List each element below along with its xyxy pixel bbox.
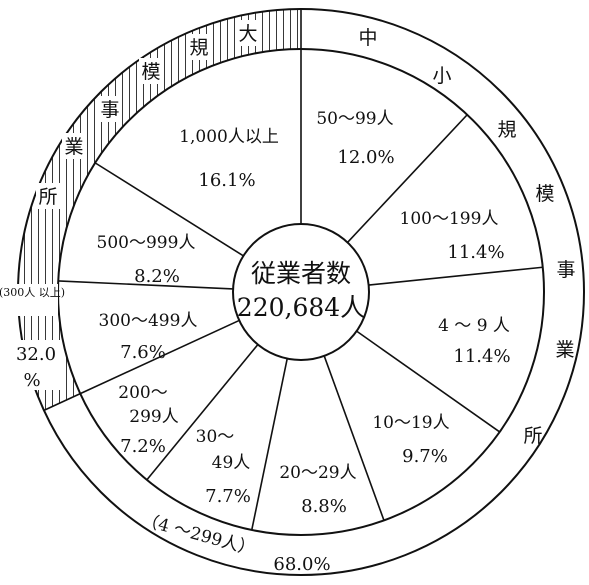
ring-char-box [62, 133, 86, 159]
ring-char: 規 [189, 37, 208, 59]
ring-char-box [139, 58, 163, 84]
share-box [12, 340, 60, 390]
slice-label-200-299-line2: 299人 [129, 407, 178, 427]
ring-char: 模 [141, 61, 160, 83]
slice-label-200-299-line1: 200〜 [118, 383, 167, 403]
ring-char-box [236, 20, 260, 46]
slice-boundary-line [94, 162, 244, 257]
group-divider-line [43, 392, 81, 412]
ring-char: 大 [238, 23, 257, 45]
ring-char: 規 [497, 119, 516, 141]
slice-value-30-49: 7.7% [205, 486, 251, 507]
slice-label-50-99: 50〜99人 [316, 109, 393, 129]
slice-label-500-999: 500〜999人 [97, 233, 196, 253]
slice-value-1000-plus: 16.1% [198, 170, 255, 191]
center-total: 220,684人 [237, 293, 365, 322]
ring-char: 小 [432, 65, 451, 87]
slice-value-100-199: 11.4% [447, 242, 504, 263]
small-medium-share: 68.0% [273, 554, 330, 575]
slice-boundary-line [58, 280, 234, 290]
ring-char: 所 [38, 186, 57, 208]
slice-label-100-199: 100〜199人 [400, 209, 499, 229]
ring-char: 事 [100, 99, 119, 121]
large-share-value: 32.0 [16, 344, 56, 365]
ring-char-box [36, 183, 60, 209]
slice-value-10-19: 9.7% [402, 446, 448, 467]
slice-boundary-line [356, 330, 501, 433]
ring-char-box [187, 34, 211, 60]
slice-boundary-line [146, 344, 259, 481]
slice-label-4-9: 4 〜 9 人 [438, 316, 510, 336]
slice-value-200-299: 7.2% [120, 436, 166, 457]
group-dividers [43, 9, 302, 412]
center-circle [232, 223, 370, 361]
slice-value-20-29: 8.8% [301, 496, 347, 517]
slice-boundary-line [79, 319, 240, 395]
slice-value-300-499: 7.6% [120, 342, 166, 363]
slice-labels: 50〜99人 12.0% 100〜199人 11.4% 4 〜 9 人 11.4… [97, 109, 511, 517]
ring-char: 所 [523, 425, 542, 447]
slice-value-4-9: 11.4% [453, 346, 510, 367]
slice-label-20-29: 20〜29人 [279, 463, 356, 483]
slice-boundary-line [250, 358, 289, 531]
ring-char: 業 [64, 136, 83, 158]
slice-value-500-999: 8.2% [134, 266, 180, 287]
slice-value-50-99: 12.0% [337, 147, 394, 168]
ring-char: 業 [555, 339, 574, 361]
slice-boundary-line [323, 355, 385, 521]
large-range-note: (300人 以上) [0, 286, 65, 299]
range-note-box [6, 284, 58, 316]
slice-boundary-line [346, 114, 468, 243]
ring-char-box [98, 96, 122, 122]
ring-char: 事 [556, 259, 575, 281]
slice-boundary-line [368, 266, 543, 286]
ring-char: 模 [535, 183, 554, 205]
slice-label-1000-plus: 1,000人以上 [179, 127, 279, 147]
ring-char: 中 [358, 27, 377, 49]
large-group-label: 大 規 模 事 業 所 (300人 以上) 32.0 % [0, 20, 260, 391]
slice-label-300-499: 300〜499人 [99, 311, 198, 331]
large-share-unit: % [23, 370, 40, 391]
slice-label-30-49-line1: 30〜 [196, 427, 235, 447]
slice-boundaries [58, 49, 543, 531]
slice-label-10-19: 10〜19人 [372, 413, 449, 433]
center-title: 従業者数 [251, 259, 351, 288]
slice-label-30-49-line2: 49人 [212, 453, 251, 473]
large-group-hatched-band [18, 9, 302, 411]
